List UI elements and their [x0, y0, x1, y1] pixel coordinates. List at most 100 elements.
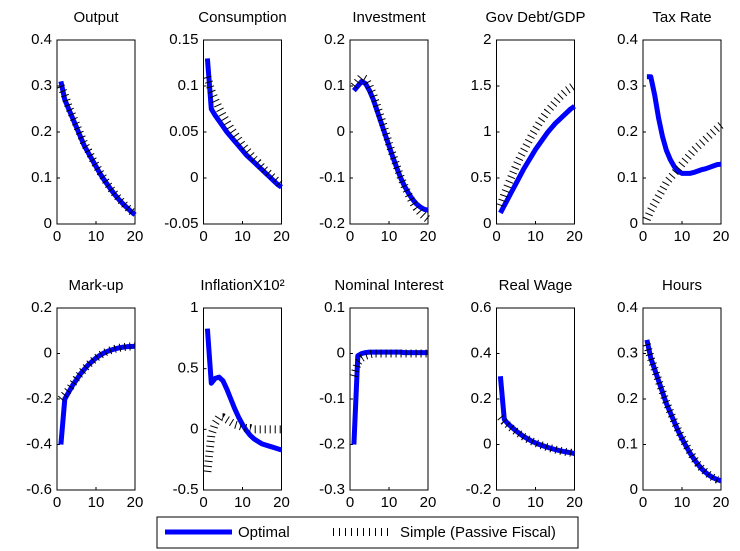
y-tick-label: 0.5	[471, 169, 492, 186]
series-line	[350, 72, 431, 223]
axes-box	[56, 39, 136, 225]
x-tick-label: 0	[346, 228, 354, 245]
axes-box	[496, 307, 575, 491]
subplot-title: Gov Debt/GDP	[485, 9, 585, 26]
series-line	[498, 104, 576, 215]
series-line	[203, 75, 285, 189]
y-tick-label: 0.4	[617, 299, 638, 316]
y-tick-label: 0.1	[324, 77, 345, 94]
y-tick-label: 1	[483, 123, 491, 140]
y-tick-label: -0.2	[466, 481, 492, 498]
y-tick-label: -0.6	[26, 481, 52, 498]
y-tick-label: 0	[483, 215, 491, 232]
x-tick-label: 10	[234, 494, 251, 511]
y-tick-label: 0.3	[617, 77, 638, 94]
y-tick-label: 0.1	[31, 169, 52, 186]
y-tick-label: 0.2	[31, 299, 52, 316]
x-tick-label: 20	[127, 228, 144, 245]
series-line	[57, 84, 138, 218]
x-tick-label: 20	[713, 494, 730, 511]
x-tick-label: 20	[566, 494, 583, 511]
series-line	[351, 349, 428, 445]
y-tick-label: 1.5	[471, 77, 492, 94]
y-tick-label: 0	[630, 215, 638, 232]
y-tick-label: 0.1	[324, 299, 345, 316]
y-tick-label: -0.05	[164, 215, 198, 232]
x-tick-label: 0	[492, 228, 500, 245]
y-tick-label: 0.5	[178, 360, 199, 377]
y-tick-label: -0.1	[319, 169, 345, 186]
y-tick-label: 0.1	[617, 169, 638, 186]
y-tick-label: 0.3	[617, 344, 638, 361]
y-tick-label: 0	[44, 215, 52, 232]
y-tick-label: 0	[483, 435, 491, 452]
series-line	[58, 80, 137, 217]
series-line	[204, 328, 283, 453]
y-tick-label: 0.2	[324, 31, 345, 48]
y-tick-label: -0.2	[319, 435, 345, 452]
y-tick-label: 0	[337, 344, 345, 361]
series-line	[644, 339, 722, 484]
series-line	[58, 343, 136, 445]
series-line	[57, 342, 136, 402]
series-line	[350, 349, 429, 378]
axes-box	[203, 307, 282, 491]
y-tick-label: 2	[483, 31, 491, 48]
axes-box	[203, 39, 282, 225]
x-tick-label: 0	[639, 228, 647, 245]
x-tick-label: 10	[381, 228, 398, 245]
x-tick-label: 20	[420, 494, 437, 511]
y-tick-label: 0.4	[617, 31, 638, 48]
legend-label: Simple (Passive Fiscal)	[400, 524, 556, 541]
y-tick-label: 0.2	[617, 390, 638, 407]
series-line	[204, 58, 283, 190]
x-tick-label: 0	[346, 494, 354, 511]
legend-label: Optimal	[238, 524, 290, 541]
x-tick-label: 0	[199, 494, 207, 511]
x-tick-label: 0	[53, 228, 61, 245]
x-tick-label: 10	[674, 494, 691, 511]
subplot-title: Real Wage	[499, 277, 573, 294]
x-tick-label: 10	[527, 494, 544, 511]
y-tick-label: 0.1	[178, 77, 199, 94]
x-tick-label: 0	[53, 494, 61, 511]
axes-box	[349, 39, 429, 225]
y-tick-label: 0.05	[169, 123, 198, 140]
x-tick-label: 0	[199, 228, 207, 245]
y-tick-label: 0	[44, 344, 52, 361]
x-tick-label: 0	[639, 494, 647, 511]
x-tick-label: 10	[88, 228, 105, 245]
x-tick-label: 20	[420, 228, 437, 245]
subplot-title: Tax Rate	[652, 9, 711, 26]
legend: Optimal Simple (Passive Fiscal)	[156, 516, 579, 549]
subplot-title: Output	[73, 9, 119, 26]
x-tick-label: 10	[234, 228, 251, 245]
subplot-title: Nominal Interest	[334, 277, 444, 294]
x-tick-label: 20	[127, 494, 144, 511]
subplot-title: Mark-up	[68, 277, 123, 294]
y-tick-label: -0.1	[319, 390, 345, 407]
axes-box	[642, 39, 722, 225]
x-tick-label: 20	[273, 494, 290, 511]
y-tick-label: 0.2	[471, 390, 492, 407]
y-tick-label: 0.6	[471, 299, 492, 316]
series-line	[497, 414, 576, 458]
axes-box	[349, 307, 429, 491]
x-tick-label: 20	[713, 228, 730, 245]
y-tick-label: 0	[630, 481, 638, 498]
y-tick-label: -0.2	[319, 215, 345, 232]
x-tick-label: 10	[88, 494, 105, 511]
y-tick-label: 0	[190, 169, 198, 186]
y-tick-label: 0.1	[617, 435, 638, 452]
y-tick-label: 0.4	[31, 31, 52, 48]
x-tick-label: 0	[492, 494, 500, 511]
series-line	[643, 343, 723, 485]
y-tick-label: 0.15	[169, 31, 198, 48]
axes-box	[56, 307, 136, 491]
y-tick-label: 0.2	[31, 123, 52, 140]
x-tick-label: 10	[674, 228, 691, 245]
y-tick-label: -0.3	[319, 481, 345, 498]
y-tick-label: 0.2	[617, 123, 638, 140]
y-tick-label: -0.2	[26, 390, 52, 407]
subplot-title: Consumption	[198, 9, 286, 26]
